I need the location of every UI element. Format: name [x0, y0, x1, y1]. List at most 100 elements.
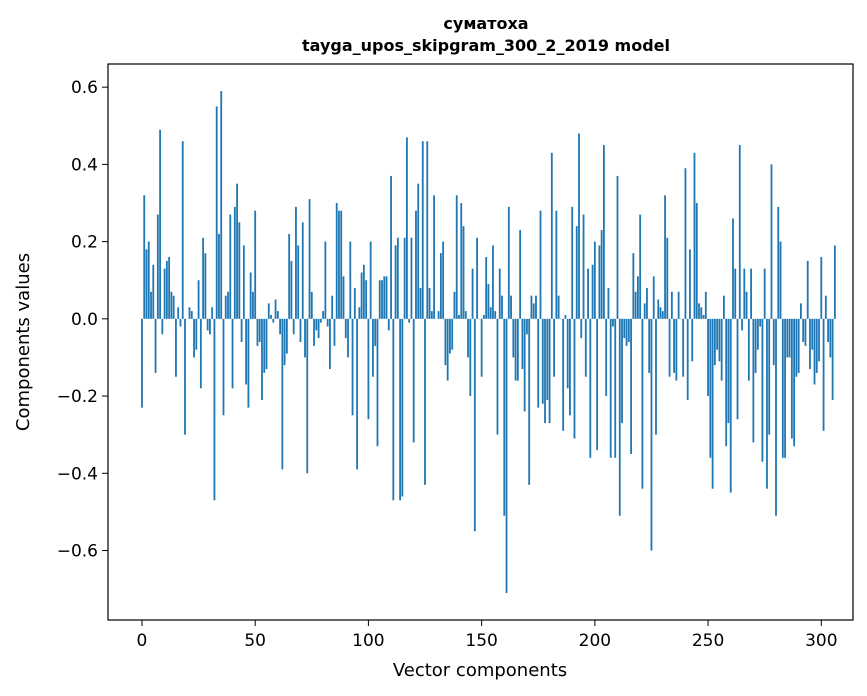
bar-277: [768, 318, 771, 435]
x-tick-label: 300: [805, 631, 837, 651]
bar-101: [369, 241, 372, 319]
bar-105: [378, 280, 381, 319]
bar-146: [471, 268, 474, 319]
bar-47: [247, 318, 250, 408]
bar-247: [700, 307, 703, 319]
bar-222: [643, 303, 646, 319]
bar-125: [424, 318, 426, 485]
bar-121: [415, 210, 417, 319]
bar-296: [811, 318, 814, 350]
bar-228: [657, 299, 660, 319]
bar-0: [141, 318, 143, 408]
bar-240: [684, 168, 687, 319]
bar-294: [806, 260, 809, 319]
bar-42: [236, 183, 238, 319]
bar-70: [299, 318, 302, 342]
bar-193: [578, 133, 580, 319]
bar-248: [702, 314, 705, 319]
bar-82: [326, 318, 329, 327]
bar-143: [464, 311, 467, 319]
bar-235: [673, 318, 676, 373]
bar-17: [179, 318, 182, 327]
bar-12: [168, 257, 171, 319]
bar-262: [734, 268, 737, 319]
bar-154: [489, 307, 492, 319]
bar-53: [261, 318, 263, 400]
bar-38: [227, 291, 229, 319]
bar-162: [507, 206, 510, 319]
bar-233: [668, 318, 671, 377]
bar-292: [802, 318, 805, 342]
bar-216: [630, 318, 632, 454]
bar-114: [399, 318, 402, 501]
x-tick-label: 150: [465, 631, 497, 651]
bar-132: [439, 253, 442, 319]
bar-13: [170, 291, 173, 319]
bar-65: [288, 233, 291, 319]
bar-110: [390, 175, 392, 319]
bar-197: [587, 268, 589, 319]
bar-89: [342, 276, 345, 319]
bar-286: [788, 318, 791, 358]
bar-190: [571, 206, 574, 319]
bar-51: [256, 318, 259, 346]
bar-161: [505, 318, 508, 593]
bar-151: [482, 314, 485, 319]
bar-214: [625, 318, 628, 346]
bar-230: [661, 311, 664, 319]
bar-249: [704, 291, 707, 319]
bar-269: [750, 268, 752, 319]
bar-196: [584, 318, 587, 377]
bar-227: [655, 318, 657, 435]
bar-158: [498, 268, 501, 319]
bar-263: [736, 318, 739, 420]
y-tick-label: −0.4: [57, 464, 98, 484]
bar-181: [550, 152, 553, 319]
bar-270: [752, 318, 755, 443]
bar-57: [270, 314, 272, 319]
bar-124: [421, 141, 424, 319]
bar-186: [562, 318, 565, 431]
bar-201: [596, 318, 599, 451]
bar-97: [360, 272, 363, 319]
bar-135: [446, 318, 449, 381]
bar-279: [772, 318, 775, 366]
bar-224: [648, 318, 651, 373]
bar-177: [541, 318, 544, 404]
bar-239: [682, 318, 685, 377]
bar-40: [231, 318, 234, 389]
bar-87: [338, 210, 340, 319]
bar-155: [492, 245, 494, 319]
bar-256: [720, 318, 723, 381]
bar-28: [204, 253, 207, 319]
bar-137: [451, 318, 454, 350]
bar-254: [716, 318, 719, 350]
bar-79: [319, 318, 322, 323]
bar-203: [600, 230, 603, 319]
bar-213: [623, 318, 626, 339]
bar-127: [428, 287, 431, 319]
bar-255: [718, 318, 721, 362]
x-tick-label: 100: [352, 631, 384, 651]
bar-88: [340, 210, 343, 319]
bar-179: [546, 318, 549, 400]
x-tick-label: 0: [137, 631, 148, 651]
bar-16: [177, 307, 180, 319]
bar-75: [310, 291, 313, 319]
bar-252: [711, 318, 714, 489]
bar-282: [779, 241, 782, 319]
bar-273: [759, 318, 762, 327]
bar-43: [238, 222, 241, 319]
bar-304: [829, 318, 832, 358]
bar-141: [460, 203, 463, 319]
bar-287: [790, 318, 793, 439]
bar-264: [738, 145, 741, 319]
bar-74: [308, 199, 311, 319]
bar-31: [211, 307, 214, 319]
bar-145: [469, 318, 472, 397]
bar-99: [365, 280, 368, 319]
bar-160: [503, 318, 506, 516]
bar-18: [181, 141, 184, 319]
bar-178: [544, 318, 546, 424]
bar-61: [279, 318, 281, 335]
